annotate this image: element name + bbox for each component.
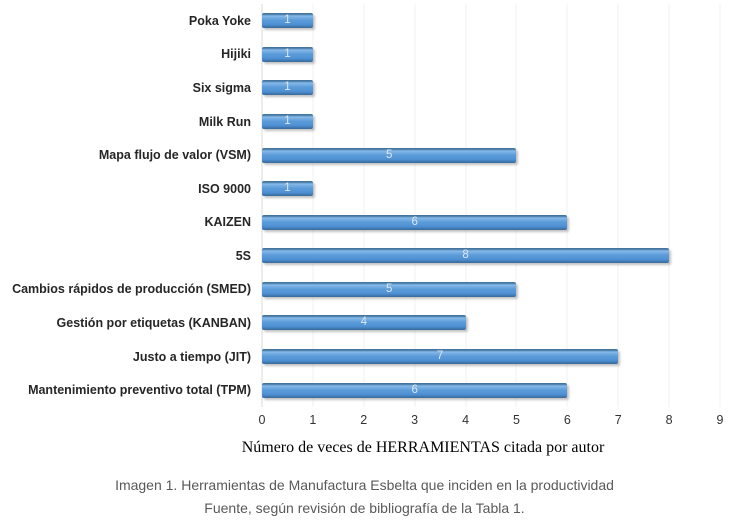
bar-track: 8 [262, 248, 720, 264]
x-axis-title: Número de veces de HERRAMIENTAS citada p… [241, 439, 605, 456]
bar-track: 4 [262, 315, 720, 331]
bar-value-label: 1 [284, 182, 291, 195]
caption-line-2: Fuente, según revisión de bibliografía d… [204, 500, 525, 516]
chart-rows: Poka Yoke 1 Hijiki 1 Six sigma 1 Milk Run 1 Mapa… [0, 4, 720, 407]
bar-row: Milk Run 1 [0, 105, 720, 139]
bar-row: 5S 8 [0, 239, 720, 273]
bar-track: 1 [262, 181, 720, 197]
category-label: Milk Run [198, 114, 251, 129]
bar: 1 [262, 80, 313, 96]
bar-value-label: 1 [284, 115, 291, 128]
category-label: Six sigma [192, 80, 251, 95]
bar-value-label: 4 [360, 316, 367, 329]
bar-row: Poka Yoke 1 [0, 4, 720, 38]
x-tick-label: 3 [411, 413, 419, 427]
bar-value-label: 8 [462, 249, 469, 262]
bar: 6 [262, 382, 568, 398]
gridline [566, 4, 568, 407]
bar-chart: Poka Yoke 1 Hijiki 1 Six sigma 1 Milk Run 1 Mapa… [0, 4, 724, 456]
bar-row: KAIZEN 6 [0, 205, 720, 239]
bar: 1 [262, 114, 313, 130]
x-tick-label: 0 [258, 413, 266, 427]
bar: 6 [262, 214, 568, 230]
category-label: Mantenimiento preventivo total (TPM) [28, 383, 251, 398]
bar-track: 1 [262, 114, 720, 130]
bar-row: Hijiki 1 [0, 38, 720, 72]
x-tick-label: 4 [462, 413, 470, 427]
bar-value-label: 1 [284, 81, 291, 94]
x-tick-label: 1 [309, 413, 317, 427]
plot-area [261, 4, 721, 407]
x-tick-label: 5 [512, 413, 520, 427]
bar-track: 6 [262, 382, 720, 398]
x-tick-label: 9 [716, 413, 724, 427]
bar-track: 5 [262, 281, 720, 297]
bar-value-label: 1 [284, 47, 291, 60]
x-tick-label: 2 [360, 413, 368, 427]
bar-row: Six sigma 1 [0, 71, 720, 105]
y-axis-line [261, 4, 263, 407]
gridline [363, 4, 365, 407]
bar: 1 [262, 181, 313, 197]
x-axis: 0 1 2 3 4 5 6 7 8 9 [258, 413, 724, 429]
category-label: Poka Yoke [188, 13, 251, 28]
bar-row: Gestión por etiquetas (KANBAN) 4 [0, 306, 720, 340]
bar-row: Justo a tiempo (JIT) 7 [0, 340, 720, 374]
bar-track: 7 [262, 349, 720, 365]
category-label: Hijiki [221, 47, 251, 62]
category-label: Justo a tiempo (JIT) [132, 349, 251, 364]
gridline [414, 4, 416, 407]
bar-track: 5 [262, 147, 720, 163]
bar-track: 1 [262, 46, 720, 62]
bar-row: ISO 9000 1 [0, 172, 720, 206]
bar-value-label: 5 [386, 148, 393, 161]
bar-value-label: 7 [436, 350, 444, 363]
bar: 7 [262, 349, 619, 365]
bar-track: 1 [262, 80, 720, 96]
bar-value-label: 1 [284, 14, 291, 27]
x-tick-label: 6 [563, 413, 571, 427]
bar-value-label: 5 [386, 282, 393, 295]
bar-track: 6 [262, 214, 720, 230]
category-label: Cambios rápidos de producción (SMED) [12, 282, 251, 297]
bar-value-label: 6 [411, 383, 418, 396]
gridline [617, 4, 619, 407]
bar: 1 [262, 13, 313, 29]
gridline [515, 4, 517, 407]
bar-row: Mapa flujo de valor (VSM) 5 [0, 138, 720, 172]
bar-track: 1 [262, 13, 720, 29]
category-label: KAIZEN [204, 215, 251, 230]
category-label: ISO 9000 [198, 181, 251, 196]
gridline [465, 4, 467, 407]
bar-row: Mantenimiento preventivo total (TPM) 6 [0, 373, 720, 407]
category-label: Gestión por etiquetas (KANBAN) [56, 315, 251, 330]
figure-caption: Imagen 1. Herramientas de Manufactura Es… [0, 474, 729, 520]
gridline [312, 4, 314, 407]
gridline [668, 4, 670, 407]
bar-row: Cambios rápidos de producción (SMED) 5 [0, 273, 720, 307]
bar: 5 [262, 147, 517, 163]
bar: 4 [262, 315, 466, 331]
x-tick-label: 7 [614, 413, 622, 427]
bar: 1 [262, 46, 313, 62]
bar: 8 [262, 248, 670, 264]
category-label: Mapa flujo de valor (VSM) [98, 148, 251, 163]
bar-value-label: 6 [411, 215, 418, 228]
category-label: 5S [235, 248, 251, 263]
x-tick-label: 8 [665, 413, 673, 427]
caption-line-1: Imagen 1. Herramientas de Manufactura Es… [115, 477, 614, 493]
gridline [719, 4, 721, 407]
bar: 5 [262, 281, 517, 297]
